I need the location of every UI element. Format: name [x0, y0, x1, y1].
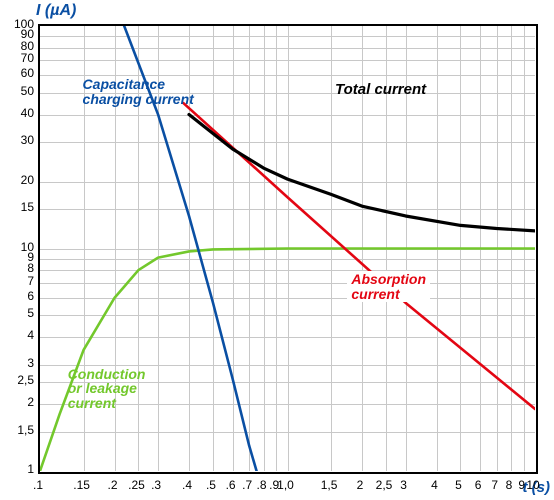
x-tick: 3 — [400, 478, 407, 492]
y-tick: 2,5 — [4, 373, 34, 387]
chart-container: I (µA) t (s) .1.15.2.25.3.4.5.6.7.8.91,0… — [0, 0, 554, 500]
y-tick: 2 — [4, 395, 34, 409]
y-tick: 7 — [4, 274, 34, 288]
x-tick: 6 — [475, 478, 482, 492]
x-tick: 1,5 — [321, 478, 338, 492]
y-tick: 10 — [4, 240, 34, 254]
curve-layer — [40, 26, 535, 471]
y-tick: 40 — [4, 106, 34, 120]
label-absorption: Absorptioncurrent — [347, 271, 430, 302]
x-tick: 1,0 — [277, 478, 294, 492]
y-tick: 60 — [4, 66, 34, 80]
x-tick: .4 — [182, 478, 192, 492]
x-tick: 2 — [357, 478, 364, 492]
x-tick: .6 — [226, 478, 236, 492]
x-tick: .5 — [206, 478, 216, 492]
y-axis-title: I (µA) — [36, 2, 76, 20]
y-tick: 15 — [4, 200, 34, 214]
y-tick: 70 — [4, 51, 34, 65]
y-tick: 20 — [4, 173, 34, 187]
y-tick: 4 — [4, 328, 34, 342]
series-conduction — [40, 249, 535, 472]
x-tick: 5 — [455, 478, 462, 492]
x-tick: 10 — [526, 478, 539, 492]
y-tick: 1,5 — [4, 423, 34, 437]
y-tick: 5 — [4, 306, 34, 320]
y-tick: 30 — [4, 133, 34, 147]
y-tick: 6 — [4, 289, 34, 303]
x-tick: .3 — [151, 478, 161, 492]
series-capacitance — [60, 0, 257, 471]
x-tick: 2,5 — [376, 478, 393, 492]
x-tick: .15 — [73, 478, 90, 492]
x-tick: 7 — [491, 478, 498, 492]
plot-area — [38, 24, 538, 474]
x-tick: .2 — [107, 478, 117, 492]
x-tick: 4 — [431, 478, 438, 492]
y-tick: 50 — [4, 84, 34, 98]
y-tick: 3 — [4, 356, 34, 370]
series-absorption — [183, 103, 535, 409]
y-tick: 100 — [4, 17, 34, 31]
y-tick: 1 — [4, 462, 34, 476]
series-total — [189, 115, 535, 231]
x-tick: .25 — [128, 478, 145, 492]
x-tick: .7 — [242, 478, 252, 492]
x-tick: 8 — [506, 478, 513, 492]
x-tick: .8 — [256, 478, 266, 492]
x-tick: 9 — [518, 478, 525, 492]
x-tick: .1 — [33, 478, 43, 492]
